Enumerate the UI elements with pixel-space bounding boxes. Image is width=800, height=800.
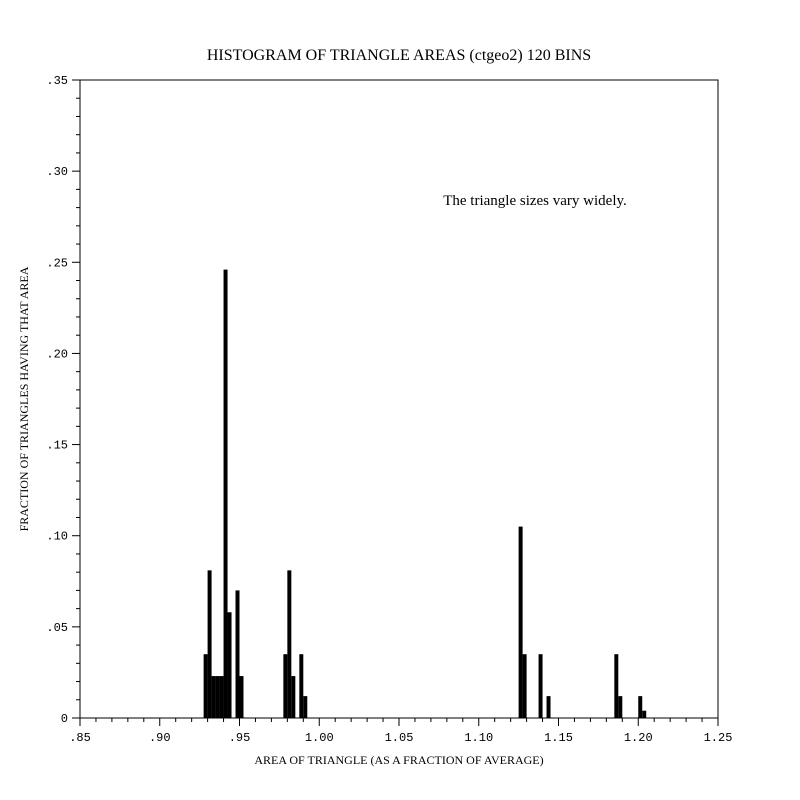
histogram-bar	[614, 654, 619, 718]
y-tick-label: .05	[46, 621, 68, 635]
x-tick-label: 1.25	[704, 731, 733, 745]
x-tick-label: 1.10	[464, 731, 493, 745]
x-tick-label: .90	[149, 731, 171, 745]
y-tick-label: .15	[46, 439, 68, 453]
bars-group	[203, 269, 647, 718]
histogram-bar	[219, 676, 224, 718]
x-tick-label: 1.20	[624, 731, 653, 745]
histogram-bar	[303, 696, 308, 718]
plot-frame	[79, 79, 719, 719]
histogram-bar	[642, 710, 647, 718]
histogram-bar	[215, 676, 220, 718]
x-tick-label: 1.00	[305, 731, 334, 745]
y-tick-label: .30	[46, 165, 68, 179]
histogram-bar	[235, 590, 240, 718]
histogram-bar	[291, 676, 296, 718]
histogram-bar	[538, 654, 543, 718]
y-tick-label: .35	[46, 74, 68, 88]
histogram-bar	[518, 526, 523, 718]
histogram-bar	[287, 570, 292, 718]
x-tick-label: 1.05	[385, 731, 414, 745]
histogram-bar	[223, 269, 228, 718]
y-tick-label: .25	[46, 256, 68, 270]
histogram-bar	[638, 696, 643, 718]
y-tick-label: .20	[46, 347, 68, 361]
histogram-bar	[299, 654, 304, 718]
histogram-bar	[522, 654, 527, 718]
histogram-bar	[546, 696, 551, 718]
ticks-group: .85 .90 .95 1.00 1.05 1.10 1.15 1.20 1.25 0 .05 .10…	[46, 74, 732, 745]
y-axis-label: FRACTION OF TRIANGLES HAVING THAT AREA	[17, 266, 31, 531]
x-tick-label: .85	[69, 731, 91, 745]
chart-title: HISTOGRAM OF TRIANGLE AREAS (ctgeo2) 120…	[207, 47, 591, 64]
histogram-bar	[227, 612, 232, 718]
histogram-bar	[211, 676, 216, 718]
histogram-bar	[203, 654, 208, 718]
y-tick-label: 0	[61, 712, 68, 726]
x-axis-label: AREA OF TRIANGLE (AS A FRACTION OF AVERA…	[254, 753, 543, 767]
histogram-bar	[618, 696, 623, 718]
chart-annotation: The triangle sizes vary widely.	[443, 193, 627, 209]
histogram-bar	[239, 676, 244, 718]
histogram-bar	[283, 654, 288, 718]
histogram-bar	[207, 570, 212, 718]
y-tick-label: .10	[46, 530, 68, 544]
x-tick-label: .95	[229, 731, 251, 745]
x-tick-label: 1.15	[544, 731, 573, 745]
